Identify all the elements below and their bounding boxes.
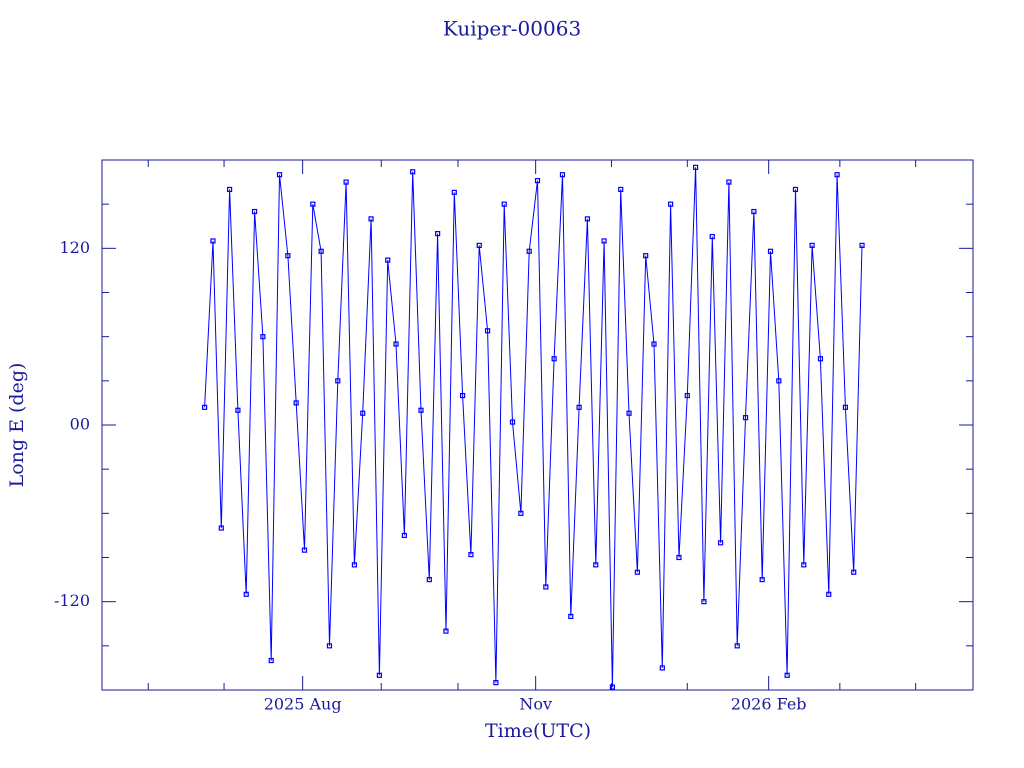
point-marker <box>643 253 649 259</box>
x-tick-label: Nov <box>519 695 552 714</box>
x-axis-label: Time(UTC) <box>485 720 591 742</box>
point-marker <box>226 186 233 193</box>
point-marker <box>243 591 249 597</box>
plot-frame <box>101 159 974 691</box>
point-marker <box>742 415 749 421</box>
point-marker <box>501 201 507 207</box>
point-marker <box>260 334 266 340</box>
point-marker <box>817 356 824 362</box>
point-marker <box>493 680 499 686</box>
point-marker <box>651 341 657 347</box>
point-marker <box>709 233 715 240</box>
point-marker <box>526 248 532 254</box>
point-marker <box>251 208 258 215</box>
point-marker <box>410 169 416 175</box>
point-marker <box>210 238 216 244</box>
point-marker <box>776 378 782 384</box>
point-marker <box>385 257 391 263</box>
point-marker <box>310 201 316 207</box>
point-marker <box>717 540 724 546</box>
point-marker <box>202 404 208 410</box>
point-marker <box>401 532 407 539</box>
x-tick-label: 2025 Aug <box>264 695 342 714</box>
point-marker <box>268 657 274 664</box>
point-marker <box>293 400 299 406</box>
point-marker <box>418 407 424 413</box>
point-marker <box>668 201 674 207</box>
point-marker <box>684 392 690 399</box>
point-marker <box>393 341 399 347</box>
point-marker <box>435 231 441 237</box>
point-marker <box>593 562 599 568</box>
point-marker <box>376 672 382 678</box>
point-marker <box>676 554 682 561</box>
series-line <box>204 167 863 688</box>
point-marker <box>335 378 341 384</box>
y-tick-label: 00 <box>70 415 90 434</box>
point-marker <box>634 569 640 575</box>
point-marker <box>834 172 840 178</box>
point-marker <box>801 562 807 568</box>
point-marker <box>285 253 291 259</box>
point-marker <box>509 419 516 425</box>
point-marker <box>767 248 774 254</box>
point-marker <box>826 591 832 597</box>
point-marker <box>451 189 457 195</box>
point-marker <box>792 186 799 193</box>
point-marker <box>601 238 607 244</box>
point-marker <box>693 164 699 170</box>
point-marker <box>842 404 849 410</box>
point-marker <box>551 356 557 362</box>
point-marker <box>784 672 790 678</box>
point-marker <box>751 208 757 215</box>
point-marker <box>443 628 449 634</box>
chart-title: Kuiper-00063 <box>443 17 581 41</box>
y-axis-label: Long E (deg) <box>6 363 28 488</box>
point-marker <box>518 510 524 516</box>
point-marker <box>426 576 432 583</box>
y-tick-label: 120 <box>59 238 90 257</box>
point-marker <box>859 242 865 248</box>
point-marker <box>476 242 482 248</box>
point-marker <box>543 584 549 590</box>
point-marker <box>584 216 591 222</box>
point-marker <box>576 404 582 410</box>
point-marker <box>534 178 541 184</box>
point-marker <box>235 407 241 413</box>
point-marker <box>609 684 615 690</box>
point-marker <box>701 599 707 605</box>
point-marker <box>343 179 349 185</box>
point-marker <box>218 525 224 531</box>
point-marker <box>659 665 665 671</box>
point-marker <box>318 248 324 254</box>
point-marker <box>809 242 815 248</box>
point-marker <box>326 643 333 649</box>
point-marker <box>360 410 366 416</box>
x-tick-label: 2026 Feb <box>731 695 807 714</box>
y-tick-label: -120 <box>54 591 90 610</box>
point-marker <box>301 547 308 553</box>
point-marker <box>276 172 283 178</box>
point-marker <box>484 328 491 334</box>
point-marker <box>726 179 732 185</box>
point-marker <box>351 562 358 568</box>
point-marker <box>460 392 466 399</box>
point-marker <box>618 186 624 193</box>
point-marker <box>734 643 740 649</box>
point-marker <box>368 216 374 222</box>
point-marker <box>468 551 474 558</box>
point-marker <box>559 172 566 178</box>
point-marker <box>568 613 574 619</box>
point-marker <box>626 410 632 416</box>
point-marker <box>851 569 857 575</box>
point-marker <box>759 576 765 583</box>
